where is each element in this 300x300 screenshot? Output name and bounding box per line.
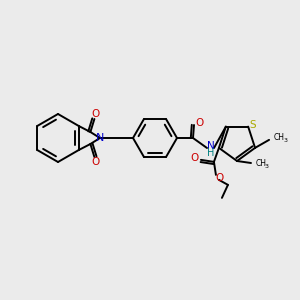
Text: H: H <box>207 148 215 158</box>
Text: O: O <box>91 157 100 167</box>
Text: CH: CH <box>256 160 267 169</box>
Text: CH: CH <box>274 134 285 142</box>
Text: O: O <box>91 109 100 119</box>
Text: O: O <box>216 173 224 183</box>
Text: N: N <box>207 141 215 151</box>
Text: 3: 3 <box>283 138 287 143</box>
Text: 3: 3 <box>265 164 269 169</box>
Text: O: O <box>196 118 204 128</box>
Text: O: O <box>191 153 199 163</box>
Text: N: N <box>96 133 104 143</box>
Text: S: S <box>250 120 256 130</box>
